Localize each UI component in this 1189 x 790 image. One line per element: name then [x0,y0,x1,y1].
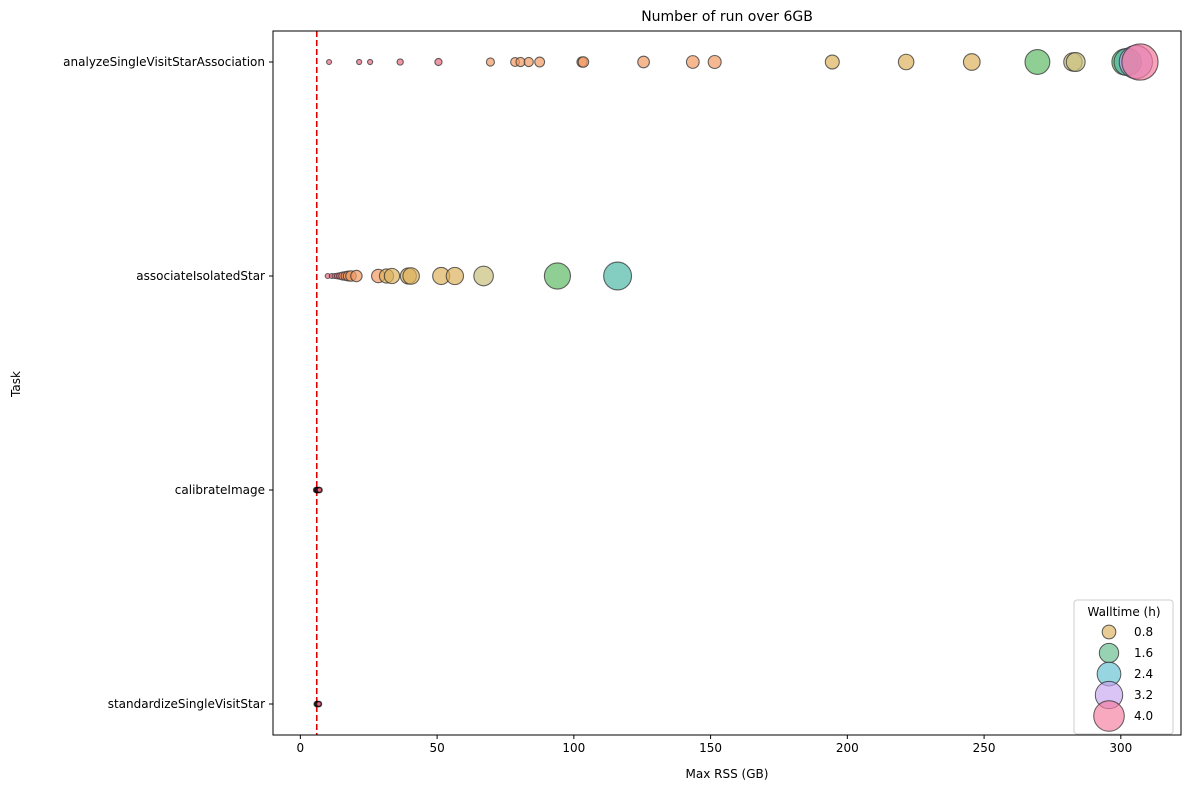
y-tick-label: calibrateImage [175,483,265,497]
data-point [543,262,572,290]
legend-label: 2.4 [1134,667,1153,681]
legend-marker [1098,642,1120,664]
chart-title: Number of run over 6GB [641,9,813,25]
data-point [485,57,496,67]
y-axis-ticks: analyzeSingleVisitStarAssociation associa… [63,55,273,711]
series-calibrateImage [312,486,323,494]
legend-title: Walltime (h) [1087,605,1160,619]
x-tick-label: 250 [973,741,996,755]
x-axis-label: Max RSS (GB) [686,767,769,781]
data-point [326,58,333,66]
data-point [523,56,534,68]
data-point [824,54,840,70]
data-point [1024,49,1051,75]
data-point [473,265,494,287]
data-point [534,56,546,68]
data-point [315,700,323,708]
data-point [1121,43,1159,81]
x-tick-label: 50 [429,741,444,755]
x-tick-label: 300 [1109,741,1132,755]
x-tick-label: 100 [562,741,585,755]
series-analyzeSingleVisitStarAssociation [326,43,1159,81]
x-tick-label: 150 [699,741,722,755]
legend-label: 3.2 [1134,688,1153,702]
data-points [312,43,1159,708]
data-point [897,53,915,71]
data-point [577,56,590,68]
legend-marker [1101,624,1117,640]
x-axis-ticks: 0 50 100 150 200 250 300 [297,735,1132,755]
x-tick-label: 200 [836,741,859,755]
data-point [350,269,363,283]
data-point [685,55,700,69]
data-point [366,58,374,66]
data-point [402,267,420,285]
data-point [396,58,404,66]
y-axis-label: Task [9,371,23,398]
data-point [383,267,401,285]
data-point [316,486,323,494]
y-tick-label: standardizeSingleVisitStar [108,697,265,711]
data-point [445,266,465,286]
series-associateIsolatedStar [324,261,633,291]
data-point [962,53,981,71]
data-point [434,57,443,67]
legend-marker [1093,700,1125,732]
data-point [1065,52,1086,72]
data-point [603,261,633,291]
y-tick-label: analyzeSingleVisitStarAssociation [63,55,265,69]
legend-label: 4.0 [1134,709,1153,723]
legend: Walltime (h) 0.8 1.6 2.4 3.2 4.0 [1073,599,1174,735]
data-point [707,54,722,70]
x-tick-label: 0 [297,741,305,755]
series-standardizeSingleVisitStar [313,700,323,708]
data-point [356,58,363,66]
data-point [637,55,650,69]
legend-label: 1.6 [1134,646,1153,660]
axes-frame [272,30,1182,736]
legend-label: 0.8 [1134,625,1153,639]
y-tick-label: associateIsolatedStar [136,269,265,283]
